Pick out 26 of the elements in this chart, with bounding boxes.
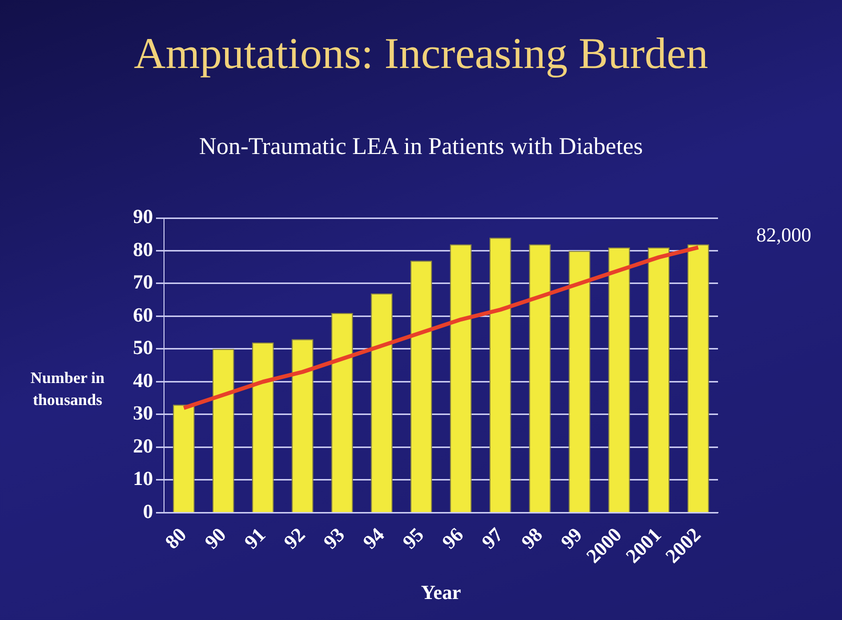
annotation: 82,000 bbox=[756, 224, 812, 246]
y-tick-label: 60 bbox=[133, 304, 153, 326]
x-tick-label: 96 bbox=[438, 524, 468, 554]
x-tick-label: 97 bbox=[478, 524, 508, 554]
y-tick-label: 80 bbox=[133, 238, 153, 261]
y-tick-label: 70 bbox=[133, 272, 153, 294]
chart-subtitle: Non-Traumatic LEA in Patients with Diabetes bbox=[198, 134, 644, 161]
x-tick-label: 91 bbox=[240, 524, 270, 554]
y-axis-title: Number in thousands bbox=[30, 369, 106, 412]
x-tick-label: 95 bbox=[398, 524, 428, 554]
x-tick-label: 98 bbox=[517, 524, 548, 554]
chart-title: Amputations: Increasing Burden bbox=[132, 28, 710, 79]
x-tick-label: 90 bbox=[200, 524, 231, 554]
x-tick-label: 99 bbox=[556, 524, 587, 554]
y-tick-label: 10 bbox=[133, 468, 153, 490]
y-tick-label: 40 bbox=[133, 370, 153, 392]
y-tick-label: 90 bbox=[133, 206, 153, 228]
y-tick-label: 20 bbox=[133, 435, 153, 458]
x-tick-label: 92 bbox=[280, 524, 310, 554]
y-tick-label: 0 bbox=[143, 500, 153, 523]
x-tick-label: 80 bbox=[161, 524, 191, 554]
x-axis-title: Year bbox=[421, 582, 462, 604]
x-tick-label: 93 bbox=[320, 524, 350, 554]
y-tick-label: 30 bbox=[133, 402, 153, 425]
y-tick-label: 50 bbox=[133, 337, 153, 360]
x-tick-label: 94 bbox=[359, 524, 389, 554]
